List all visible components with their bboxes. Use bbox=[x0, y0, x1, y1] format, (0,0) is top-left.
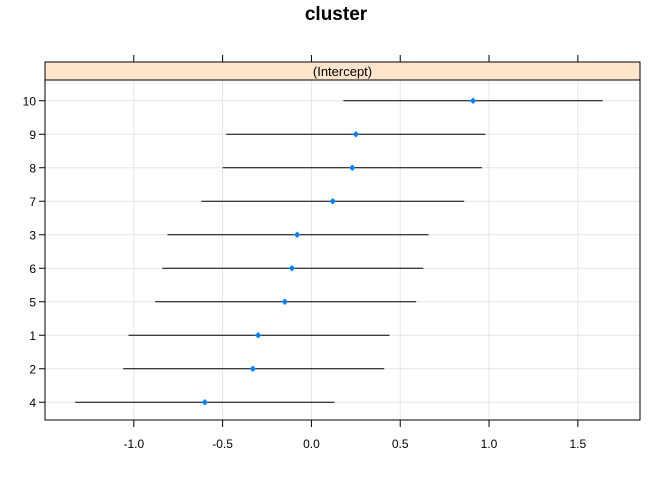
chart-title: cluster bbox=[304, 4, 368, 25]
x-tick-label: 1.5 bbox=[569, 437, 586, 451]
point-layer bbox=[201, 97, 477, 406]
point-6 bbox=[288, 265, 296, 272]
x-tick-label: 0.5 bbox=[392, 437, 409, 451]
y-tick-label-5: 5 bbox=[29, 295, 36, 309]
point-7 bbox=[329, 198, 336, 205]
point-4 bbox=[201, 399, 209, 406]
axis-layer: -1.0 -0.5 0.0 0.5 1.0 1.5 10 9 8 7 3 6 5 1 2 4 bbox=[23, 55, 586, 451]
point-1 bbox=[254, 332, 262, 339]
point-5 bbox=[281, 298, 288, 305]
y-tick-label-4: 4 bbox=[29, 396, 36, 410]
panel-strip-label: (Intercept) bbox=[313, 64, 372, 79]
y-tick-label-1: 1 bbox=[29, 329, 36, 343]
x-tick-label: 0.0 bbox=[303, 437, 320, 451]
x-tick-label: -1.0 bbox=[123, 437, 144, 451]
point-8 bbox=[349, 164, 356, 171]
panel-layer: (Intercept) bbox=[44, 61, 641, 421]
y-tick-label-7: 7 bbox=[29, 195, 36, 209]
point-2 bbox=[249, 365, 257, 372]
panel-border bbox=[44, 61, 641, 421]
y-tick-label-9: 9 bbox=[29, 128, 36, 142]
x-tick-label: -0.5 bbox=[212, 437, 233, 451]
y-tick-label-3: 3 bbox=[29, 228, 36, 242]
y-tick-label-2: 2 bbox=[29, 362, 36, 376]
y-tick-label-8: 8 bbox=[29, 161, 36, 175]
y-tick-label-10: 10 bbox=[23, 94, 37, 108]
point-3 bbox=[294, 231, 301, 238]
x-tick-label: 1.0 bbox=[481, 437, 498, 451]
y-tick-label-6: 6 bbox=[29, 262, 36, 276]
point-9 bbox=[352, 131, 360, 138]
point-10 bbox=[469, 97, 477, 104]
interval-layer bbox=[75, 100, 603, 403]
